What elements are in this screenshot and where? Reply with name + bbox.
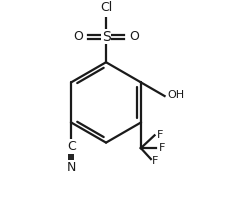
Text: S: S bbox=[102, 30, 110, 44]
Text: Cl: Cl bbox=[100, 1, 112, 14]
Text: O: O bbox=[73, 30, 83, 43]
Text: N: N bbox=[66, 161, 76, 174]
Text: C: C bbox=[67, 140, 76, 153]
Text: F: F bbox=[152, 156, 158, 166]
Text: F: F bbox=[157, 130, 164, 140]
Text: F: F bbox=[159, 143, 165, 153]
Text: O: O bbox=[129, 30, 139, 43]
Text: OH: OH bbox=[167, 90, 184, 100]
